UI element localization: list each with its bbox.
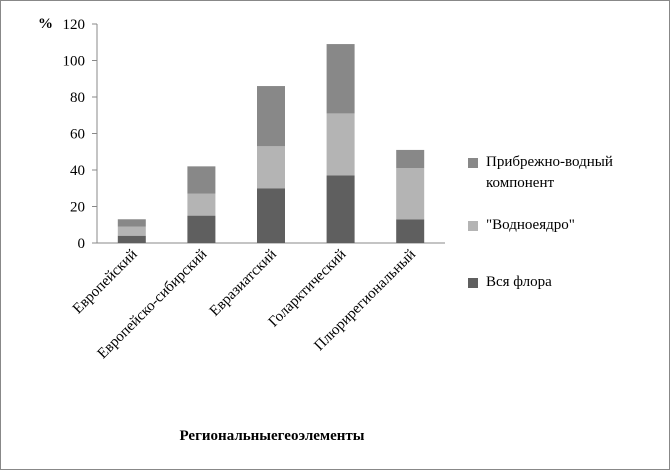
y-tick-label: 100 [63, 54, 86, 70]
bar-segment [257, 188, 285, 243]
bar-segment [326, 113, 355, 176]
bar-segment [396, 219, 425, 243]
bar-segment [396, 168, 425, 220]
bar-segment [326, 44, 355, 114]
y-tick-label: 20 [70, 200, 85, 216]
y-tick-label: 60 [70, 127, 85, 143]
bar-segment [187, 166, 216, 194]
legend-label: Прибрежно-водный компонент [486, 154, 613, 191]
bar-segment [117, 226, 146, 236]
legend-swatch [468, 221, 478, 231]
bar-segment [187, 193, 216, 216]
bar-segment [187, 215, 216, 243]
y-tick-label: 120 [63, 17, 86, 33]
bar-segment [326, 175, 355, 243]
bar-segment [117, 219, 146, 227]
legend-swatch [468, 158, 478, 168]
legend-item: Вся флора [486, 274, 552, 290]
legend-label: Вся флора [486, 274, 552, 290]
legend-item: Прибрежно-водный компонент [486, 154, 613, 191]
y-tick-label: 40 [70, 163, 85, 179]
y-axis-label: % [38, 16, 53, 32]
legend-swatch [468, 278, 478, 288]
y-tick-label: 0 [78, 236, 86, 252]
x-axis-label: Региональныегеоэлементы [179, 428, 364, 444]
bar-segment [396, 149, 425, 169]
y-tick-label: 80 [70, 90, 85, 106]
legend-label: "Водноеядро" [486, 217, 575, 233]
legend-item: "Водноеядро" [486, 217, 575, 233]
bar-segment [257, 146, 285, 189]
bar-segment [257, 86, 285, 147]
bar-segment [117, 235, 146, 243]
